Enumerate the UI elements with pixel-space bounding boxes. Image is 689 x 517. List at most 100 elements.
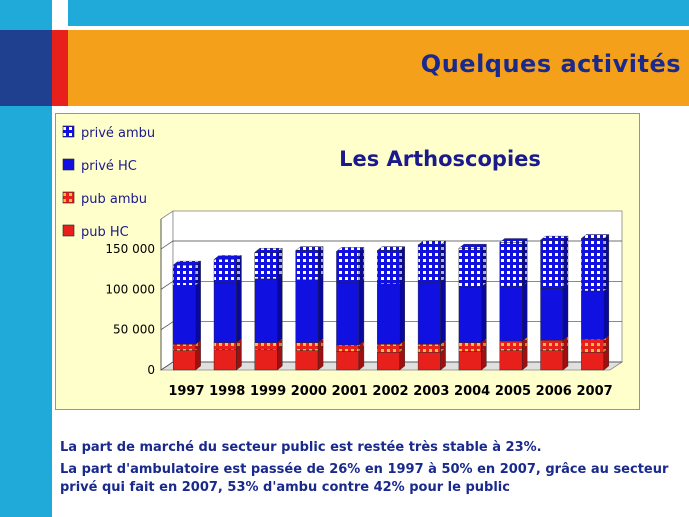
bar-segment-side	[440, 277, 446, 345]
x-tick-label: 2004	[454, 384, 490, 399]
bar-segment	[458, 286, 482, 343]
bar-segment	[417, 244, 441, 283]
bar-segment	[336, 282, 360, 346]
bar-top	[172, 260, 202, 266]
bar-segment	[499, 350, 523, 371]
bar-segment	[377, 250, 400, 284]
caption-line-3: privé qui fait en 2007, 53% d'ambu contr…	[60, 480, 510, 495]
legend-swatch	[62, 125, 75, 138]
bar-segment	[581, 290, 605, 340]
bar-segment	[499, 340, 523, 351]
bar-segment	[499, 285, 523, 342]
y-tick-label: 50 000	[113, 323, 155, 337]
bar-segment	[377, 283, 400, 345]
bar-top	[458, 243, 487, 249]
bar-segment-side	[603, 234, 610, 292]
bar-segment-side	[236, 255, 242, 284]
bar-segment	[254, 252, 278, 280]
bar-segment	[540, 288, 564, 341]
bars-layer	[172, 234, 610, 371]
chart-title: Les Arthoscopies	[339, 147, 541, 171]
y-tick-label: 0	[147, 363, 155, 377]
bar-segment	[458, 351, 482, 371]
x-tick-label: 1998	[209, 384, 245, 399]
bar-segment-side	[399, 279, 405, 345]
x-tick-label: 2005	[495, 384, 531, 399]
bar-segment	[581, 238, 605, 292]
bar-segment-side	[195, 280, 201, 345]
legend-swatch	[62, 158, 75, 171]
bar-segment	[499, 242, 523, 287]
bar-segment	[295, 250, 319, 280]
arthroscopy-chart: 0 50 000 100 000 150 000 1997 1998 1999 2000 200…	[62, 125, 624, 399]
bar-segment	[295, 279, 319, 343]
x-tick-label: 1999	[250, 384, 286, 399]
top-white-gap	[52, 0, 68, 26]
bar-segment	[377, 343, 400, 353]
bar-segment-side	[358, 247, 365, 284]
y-tick-label: 150 000	[105, 242, 155, 256]
caption-line-2: La part d'ambulatoire est passée de 26% …	[60, 462, 669, 477]
bar-segment	[336, 351, 360, 371]
bar-segment-side	[603, 286, 610, 340]
bar-top	[254, 248, 283, 253]
top-blue-strip	[68, 0, 689, 26]
bar-segment	[417, 352, 441, 371]
bar-segment	[458, 342, 482, 352]
bar-top	[539, 235, 569, 241]
navy-block	[0, 30, 52, 106]
bar-top	[213, 255, 243, 260]
bar-segment	[213, 282, 237, 343]
y-tick-label: 100 000	[105, 282, 155, 296]
bar-segment	[172, 285, 196, 345]
x-tick-label: 2002	[372, 384, 408, 399]
bar-segment	[172, 264, 196, 286]
caption-line-1: La part de marché du secteur public est …	[60, 440, 542, 455]
bar-segment	[581, 339, 605, 353]
bar-top	[376, 246, 406, 251]
bar-segment	[254, 349, 278, 371]
red-block	[52, 30, 68, 106]
bar-segment	[213, 259, 237, 284]
bar-segment-side	[277, 274, 283, 343]
bar-segment-side	[521, 238, 528, 287]
bar-segment	[254, 278, 278, 343]
legend-label: privé HC	[81, 159, 137, 174]
x-tick-label: 2007	[576, 384, 612, 399]
bar-segment	[254, 342, 278, 351]
legend-swatch	[62, 224, 75, 237]
bar-segment	[417, 343, 441, 353]
legend-label: pub ambu	[81, 192, 147, 207]
chart-panel: 0 50 000 100 000 150 000 1997 1998 1999 2000 200…	[55, 113, 640, 410]
bar-segment-side	[358, 278, 365, 346]
bar-segment	[213, 349, 237, 371]
gridline	[160, 240, 622, 250]
bar-segment	[540, 239, 564, 289]
bar-segment-side	[562, 235, 569, 289]
bar-segment	[377, 352, 400, 371]
x-tick-label: 2003	[413, 384, 449, 399]
bar-segment-side	[481, 243, 487, 288]
bar-top	[295, 246, 324, 251]
bar-segment-side	[236, 278, 242, 343]
bar-segment	[172, 343, 196, 351]
bar-segment	[295, 350, 319, 371]
bar-segment	[540, 350, 564, 371]
bar-segment-side	[317, 275, 324, 343]
x-tick-label: 1997	[168, 384, 204, 399]
bar-segment-side	[317, 246, 324, 281]
legend-label: pub HC	[81, 225, 129, 240]
axis-layer: 0 50 000 100 000 150 000 1997 1998 1999 2000 200…	[105, 219, 613, 399]
legend-label: privé ambu	[81, 126, 155, 141]
bar-segment	[295, 342, 319, 351]
bar-top	[580, 234, 610, 239]
bar-top	[417, 240, 447, 246]
x-tick-label: 2001	[332, 384, 368, 399]
bar-segment-side	[521, 281, 528, 342]
bar-segment	[417, 281, 441, 345]
bar-segment	[458, 247, 482, 288]
bar-segment-side	[399, 246, 405, 285]
legend-layer: privé ambu privé HC pub ambu pub HC	[62, 125, 155, 240]
bar-segment	[213, 342, 237, 351]
bar-segment-side	[277, 247, 283, 280]
